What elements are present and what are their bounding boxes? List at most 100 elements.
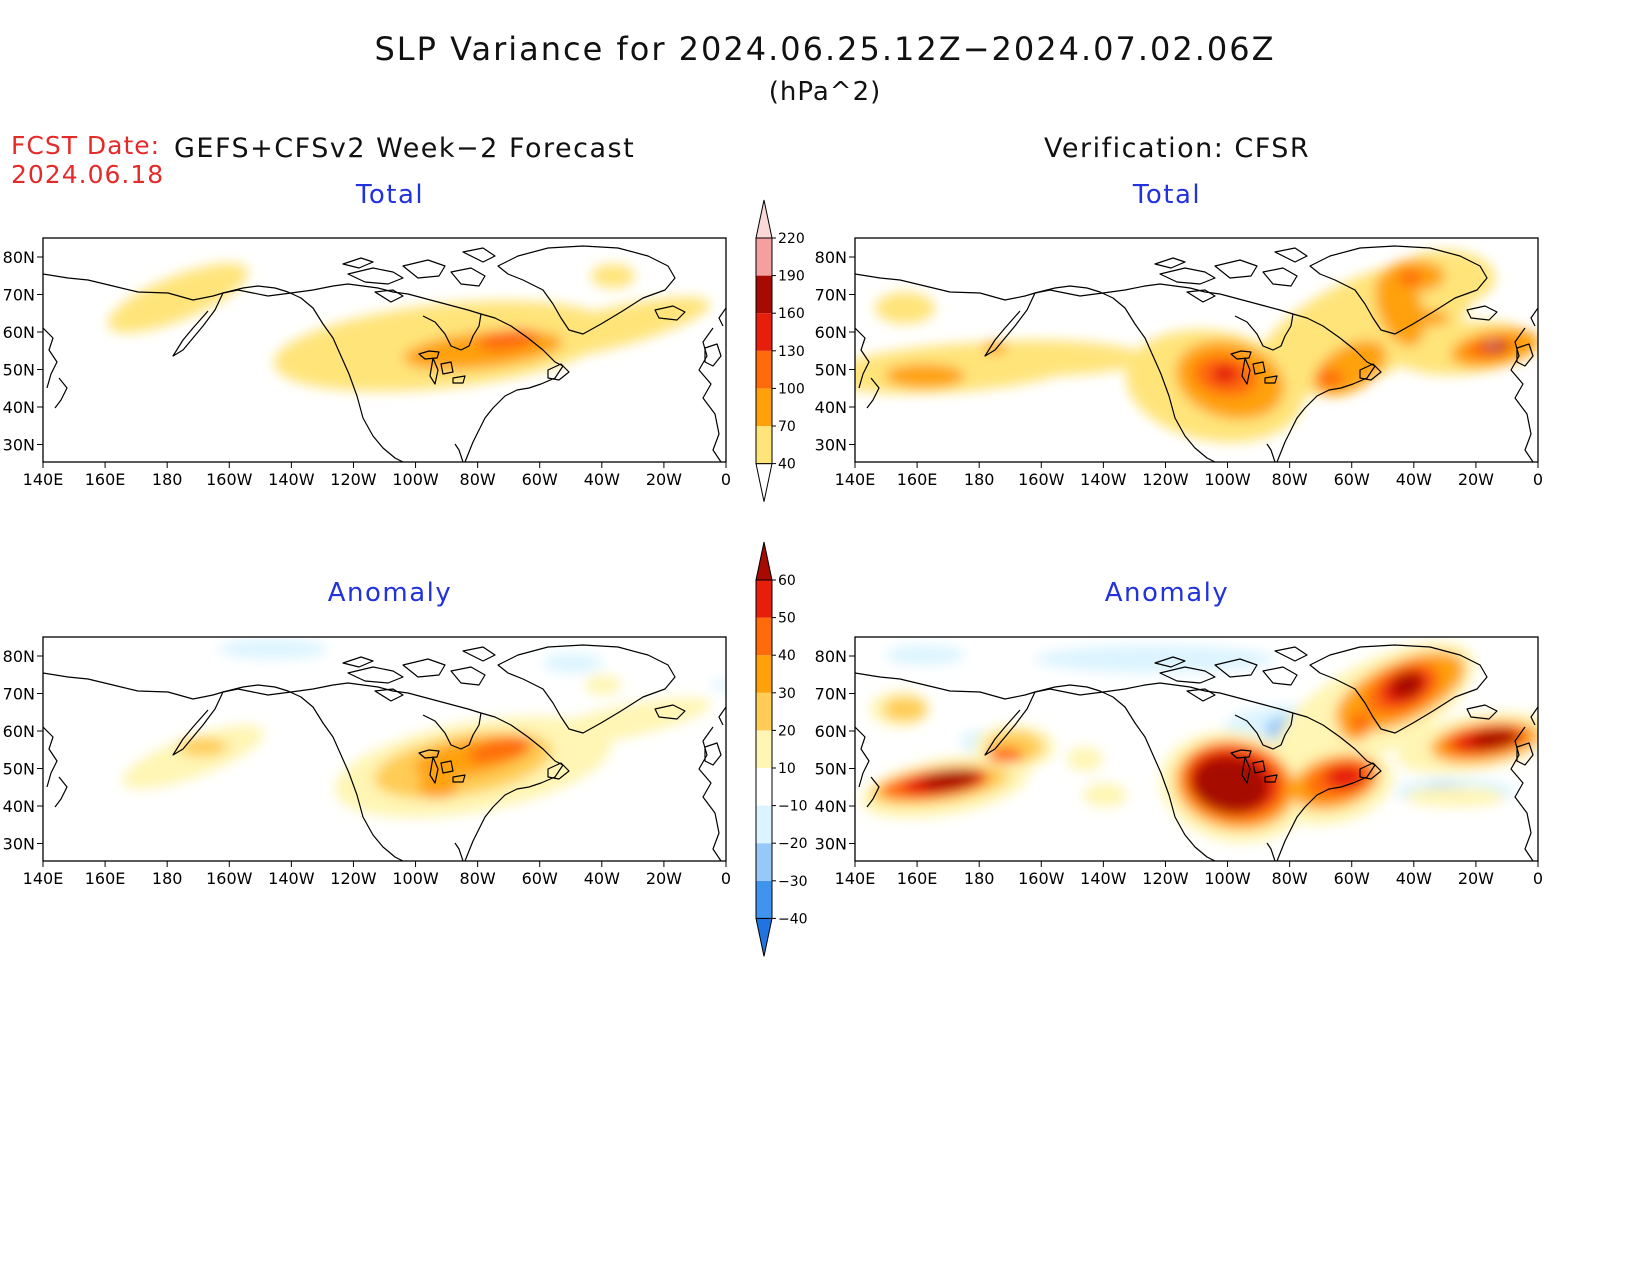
lon-tick-label: 80W [460, 470, 496, 489]
lat-tick-label: 60N [815, 323, 847, 342]
lon-tick-label: 0 [721, 869, 731, 888]
map-frame [42, 237, 727, 463]
contour-region [875, 292, 935, 324]
lon-tick-label: 140E [23, 869, 64, 888]
lat-tick-label: 70N [815, 685, 847, 704]
forecast-header: GEFS+CFSv2 Week−2 Forecast [174, 133, 636, 164]
contour-region [1391, 672, 1423, 698]
lat-tick-label: 50N [3, 361, 35, 380]
shaded-field [122, 639, 726, 818]
colorbar-total: 40 70 100 130 160 190 220 [755, 199, 805, 502]
lon-tick-label: 20W [646, 869, 682, 888]
contour-region [1471, 729, 1519, 749]
colorbar-segment [756, 388, 772, 426]
lat-tick-label: 40N [3, 797, 35, 816]
colorbar-label: 130 [778, 344, 805, 360]
colorbar-segment [756, 768, 772, 806]
lon-tick-label: 120W [1142, 470, 1189, 489]
contour-region [1488, 341, 1498, 347]
verification-header: Verification: CFSR [1044, 133, 1311, 164]
lat-tick-label: 50N [3, 760, 35, 779]
contour-region [591, 264, 635, 288]
contour-region [1316, 370, 1344, 386]
contour-region [885, 364, 965, 388]
colorbar-segment [756, 655, 772, 693]
lon-tick-label: 140E [23, 470, 64, 489]
lat-tick-label: 70N [815, 286, 847, 305]
lat-tick-label: 30N [815, 835, 847, 854]
colorbar-label: 70 [778, 419, 796, 435]
colorbar-segment [756, 238, 772, 276]
lat-tick-label: 60N [815, 722, 847, 741]
lon-tick-label: 100W [1204, 869, 1251, 888]
contour-region [885, 645, 965, 665]
verif-total-map: 80N 70N 60N 50N 40N 30N 140E 160E 180 160W 140W 120… [815, 237, 1543, 489]
contour-region [585, 675, 621, 695]
subtitle-fcst-total: Total [355, 180, 425, 210]
lon-tick-label: 120W [1142, 869, 1189, 888]
contour-region [883, 697, 927, 721]
lat-tick-label: 30N [3, 436, 35, 455]
lon-tick-label: 80W [460, 869, 496, 888]
contour-region [543, 653, 603, 673]
subtitle-verif-total: Total [1132, 180, 1202, 210]
colorbar-label: 220 [778, 231, 805, 247]
lat-tick-label: 80N [3, 248, 35, 267]
lon-tick-label: 40W [1396, 869, 1432, 888]
lat-tick-label: 40N [815, 797, 847, 816]
lon-tick-label: 80W [1272, 869, 1308, 888]
fcst-anomaly-map: 80N 70N 60N 50N 40N 30N 140E 160E 180 160W 140W 120… [3, 636, 731, 888]
lon-tick-label: 40W [584, 470, 620, 489]
contour-region [1398, 270, 1422, 286]
contour-region [468, 747, 498, 763]
lon-tick-label: 140W [1080, 869, 1127, 888]
colorbar-label: 60 [778, 573, 796, 589]
contour-region [711, 680, 726, 690]
lon-tick-label: 180 [964, 869, 995, 888]
lat-tick-label: 40N [815, 398, 847, 417]
colorbar-label: −40 [778, 911, 808, 927]
lon-tick-label: 100W [392, 869, 439, 888]
lon-tick-label: 160E [897, 470, 938, 489]
lat-tick-label: 60N [3, 722, 35, 741]
colorbar-label: 160 [778, 306, 805, 322]
lon-tick-label: 60W [1334, 869, 1370, 888]
colorbar-label: 40 [778, 457, 796, 473]
lon-tick-label: 80W [1272, 470, 1308, 489]
contour-region [1192, 756, 1268, 814]
colorbar-label: 20 [778, 723, 796, 739]
colorbar-segment [756, 880, 772, 919]
lon-tick-label: 180 [964, 470, 995, 489]
lat-tick-label: 70N [3, 286, 35, 305]
colorbar-segment [756, 805, 772, 844]
lat-tick-label: 50N [815, 760, 847, 779]
contour-region [1405, 787, 1505, 807]
lon-tick-label: 20W [1458, 869, 1494, 888]
contour-region [1410, 310, 1450, 326]
lat-tick-label: 70N [3, 685, 35, 704]
colorbar-segment [756, 692, 772, 731]
contour-region [534, 697, 712, 747]
map-frame [42, 636, 727, 862]
lon-tick-label: 160W [1018, 869, 1065, 888]
lon-tick-label: 140W [1080, 470, 1127, 489]
colorbar-segment [756, 580, 772, 618]
lon-tick-label: 180 [152, 869, 183, 888]
lon-tick-label: 60W [1334, 470, 1370, 489]
lon-tick-label: 60W [522, 869, 558, 888]
lon-tick-label: 140E [835, 470, 876, 489]
subtitle-verif-anomaly: Anomaly [1104, 578, 1230, 608]
lat-tick-label: 30N [3, 835, 35, 854]
lon-tick-label: 140W [268, 869, 315, 888]
colorbar-label: −30 [778, 874, 808, 890]
colorbar-label: 100 [778, 381, 805, 397]
lon-tick-label: 100W [392, 470, 439, 489]
figure-units: (hPa^2) [768, 77, 882, 107]
colorbar-label: 50 [778, 611, 796, 627]
contour-region [987, 747, 1023, 763]
contour-region [178, 738, 228, 756]
contour-region [1325, 765, 1365, 789]
colorbar-label: −10 [778, 799, 808, 815]
contour-region [983, 342, 1007, 354]
